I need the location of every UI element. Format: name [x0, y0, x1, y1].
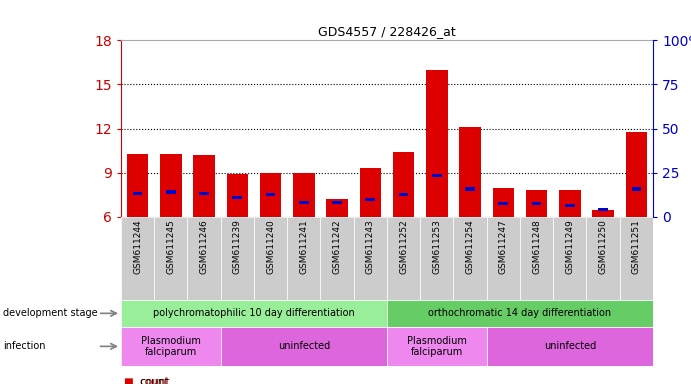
- Bar: [187, 217, 220, 300]
- Bar: [453, 217, 486, 300]
- Bar: [220, 217, 254, 300]
- Bar: [126, 154, 149, 217]
- Bar: [387, 300, 653, 327]
- Bar: [420, 217, 453, 300]
- Title: GDS4557 / 228426_at: GDS4557 / 228426_at: [318, 25, 456, 38]
- Bar: [460, 127, 481, 217]
- Text: GSM611252: GSM611252: [399, 219, 408, 274]
- Bar: [432, 174, 442, 177]
- Bar: [227, 174, 248, 217]
- Bar: [260, 173, 281, 217]
- Bar: [326, 199, 348, 217]
- Bar: [332, 200, 342, 204]
- Bar: [399, 193, 408, 197]
- Text: GSM611249: GSM611249: [565, 219, 574, 274]
- Text: orthochromatic 14 day differentiation: orthochromatic 14 day differentiation: [428, 308, 612, 318]
- Bar: [426, 70, 448, 217]
- Bar: [254, 217, 287, 300]
- Bar: [553, 217, 587, 300]
- Bar: [520, 217, 553, 300]
- Text: development stage: development stage: [3, 308, 98, 318]
- Bar: [532, 202, 542, 205]
- Bar: [287, 217, 321, 300]
- Bar: [387, 327, 486, 366]
- Bar: [293, 173, 314, 217]
- Text: GSM611248: GSM611248: [532, 219, 541, 274]
- Bar: [321, 217, 354, 300]
- Bar: [232, 196, 242, 199]
- Bar: [299, 200, 309, 204]
- Bar: [493, 187, 514, 217]
- Text: uninfected: uninfected: [544, 341, 596, 351]
- Text: GSM611253: GSM611253: [433, 219, 442, 274]
- Text: GSM611251: GSM611251: [632, 219, 641, 274]
- Text: ■  count: ■ count: [124, 377, 170, 384]
- Bar: [498, 202, 508, 205]
- Bar: [121, 217, 154, 300]
- Text: GSM611254: GSM611254: [466, 219, 475, 274]
- Text: uninfected: uninfected: [278, 341, 330, 351]
- Bar: [620, 217, 653, 300]
- Bar: [154, 217, 187, 300]
- Bar: [166, 190, 176, 194]
- Text: Plasmodium
falciparum: Plasmodium falciparum: [141, 336, 201, 357]
- Bar: [598, 208, 608, 211]
- Bar: [387, 217, 420, 300]
- Text: GSM611247: GSM611247: [499, 219, 508, 274]
- Text: GSM611242: GSM611242: [332, 219, 341, 274]
- Bar: [354, 217, 387, 300]
- Bar: [366, 198, 375, 201]
- Text: count: count: [140, 377, 169, 384]
- Text: GSM611240: GSM611240: [266, 219, 275, 274]
- Text: GSM611246: GSM611246: [200, 219, 209, 274]
- Bar: [121, 300, 387, 327]
- Bar: [465, 187, 475, 190]
- Bar: [133, 192, 142, 195]
- Bar: [160, 154, 182, 217]
- Bar: [625, 132, 647, 217]
- Text: polychromatophilic 10 day differentiation: polychromatophilic 10 day differentiatio…: [153, 308, 354, 318]
- Text: GSM611250: GSM611250: [598, 219, 607, 274]
- Text: GSM611243: GSM611243: [366, 219, 375, 274]
- Text: GSM611244: GSM611244: [133, 219, 142, 274]
- Bar: [392, 152, 415, 217]
- Bar: [199, 192, 209, 195]
- Bar: [559, 190, 580, 217]
- Text: GSM611239: GSM611239: [233, 219, 242, 274]
- Bar: [220, 327, 387, 366]
- Text: GSM611241: GSM611241: [299, 219, 308, 274]
- Text: Plasmodium
falciparum: Plasmodium falciparum: [407, 336, 467, 357]
- Bar: [526, 190, 547, 217]
- Text: infection: infection: [3, 341, 46, 351]
- Bar: [565, 204, 575, 207]
- Text: GSM611245: GSM611245: [167, 219, 176, 274]
- Bar: [592, 210, 614, 217]
- Bar: [193, 155, 215, 217]
- Bar: [121, 327, 220, 366]
- Bar: [486, 327, 653, 366]
- Bar: [587, 217, 620, 300]
- Bar: [486, 217, 520, 300]
- Bar: [266, 193, 276, 197]
- Bar: [359, 169, 381, 217]
- Bar: [632, 187, 641, 190]
